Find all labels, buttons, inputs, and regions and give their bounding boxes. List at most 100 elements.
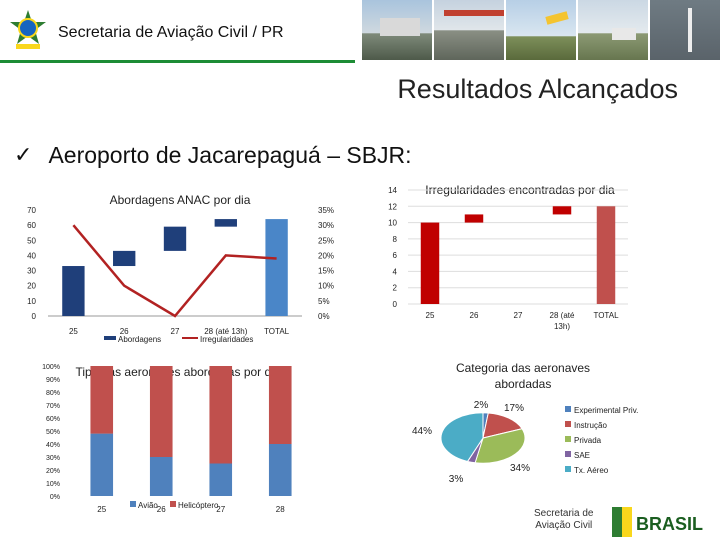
chart3-y-tick: 50% [46, 429, 60, 436]
chart4-slice-label: 44% [412, 426, 432, 437]
chart4-slice [482, 412, 523, 439]
photo-runway [650, 0, 720, 60]
chart3-y-tick: 90% [46, 377, 60, 384]
chart3-bar-segment [90, 433, 114, 496]
footer-line-2: Aviação Civil [535, 520, 593, 531]
header: Secretaria de Aviação Civil / PR [0, 0, 720, 63]
chart2-y-tick: 4 [393, 267, 398, 276]
chart1-yright-tick: 30% [318, 221, 334, 230]
chart4-slice-label: 17% [504, 403, 524, 414]
chart3-bar-segment [209, 463, 233, 496]
chart1-x-tick: 25 [69, 327, 78, 336]
chart4-slice [440, 412, 484, 462]
chart4-legend-label: Privada [574, 436, 602, 445]
brasil-logo: BRASIL [612, 505, 716, 539]
chart3-bar-segment [268, 366, 292, 444]
chart2-x-tick: TOTAL [593, 311, 619, 320]
chart4-slice-label: 2% [474, 400, 489, 411]
footer-text: Secretaria de Aviação Civil [534, 508, 593, 532]
chart1-x-tick: 26 [120, 327, 129, 336]
brasil-coat-of-arms-icon [10, 10, 46, 49]
chart3-legend-label-aviao: Avião [138, 501, 158, 510]
chart3-y-tick: 20% [46, 468, 60, 475]
chart4-title-line2: abordadas [495, 377, 552, 391]
chart3-x-tick: 25 [97, 505, 106, 514]
chart2-bar [464, 214, 484, 223]
chart3-bar-segment [149, 366, 173, 457]
chart3-y-tick: 30% [46, 455, 60, 462]
chart2-y-tick: 8 [393, 235, 398, 244]
chart3-x-tick: 26 [157, 505, 166, 514]
photo-marker [578, 0, 648, 60]
chart2-y-tick: 2 [393, 284, 398, 293]
chart4-title-line1: Categoria das aeronaves [456, 361, 590, 375]
chart1-bar [214, 219, 237, 227]
chart1-yright-tick: 5% [318, 297, 330, 306]
chart4-legend-label: Instrução [574, 421, 607, 430]
chart2-bar [596, 206, 616, 304]
chart1-yright-tick: 20% [318, 251, 334, 260]
chart1-title: Abordagens ANAC por dia [110, 193, 251, 207]
chart3-y-tick: 40% [46, 442, 60, 449]
chart3-y-tick: 80% [46, 390, 60, 397]
chart3-bar-segment [268, 444, 292, 496]
chart2-y-tick: 14 [388, 186, 397, 195]
chart1-yleft-tick: 40 [27, 251, 36, 260]
chart1-legend-swatch-abordagens [104, 336, 116, 340]
chart4-legend-label: Experimental Priv. [574, 406, 638, 415]
bullet-heading: ✓ Aeroporto de Jacarepaguá – SBJR: [14, 142, 412, 169]
chart1-bar [163, 226, 187, 251]
chart3-bar-segment [149, 457, 173, 496]
chart3-legend-label-heli: Helicóptero [178, 501, 219, 510]
chart1-yright-tick: 25% [318, 236, 334, 245]
chart2-x-tick: 26 [470, 311, 479, 320]
chart2-bar [552, 206, 572, 215]
chart3-legend-swatch-aviao [130, 501, 136, 507]
chart4-slice-label: 3% [449, 474, 464, 485]
header-band: Secretaria de Aviação Civil / PR [0, 0, 355, 63]
chart4-slice [482, 412, 489, 439]
chart2-x-tick: 28 (até [550, 311, 575, 320]
chart4-slice-label: 34% [510, 463, 530, 474]
chart3-bar-segment [209, 366, 233, 464]
chart4-legend-swatch [565, 421, 571, 427]
chart1-bar [62, 266, 85, 316]
photo-terminal [362, 0, 432, 60]
chart2-y-tick: 10 [388, 219, 397, 228]
chart1-yleft-tick: 60 [27, 221, 36, 230]
chart2-x-tick-line2: 13h) [554, 322, 570, 331]
chart1-line-series [72, 224, 277, 318]
chart3-bar-segment [90, 366, 114, 434]
chart3-y-tick: 100% [42, 364, 60, 371]
chart2-y-tick: 12 [388, 202, 397, 211]
bullet-text: Aeroporto de Jacarepaguá – SBJR: [48, 142, 412, 168]
chart3-y-tick: 0% [50, 494, 60, 501]
chart1-x-tick: 28 (até 13h) [204, 327, 247, 336]
chart2-title: Irregularidades encontradas por dia [425, 183, 615, 197]
photo-hangar [434, 0, 504, 60]
chart1-yleft-tick: 0 [32, 312, 37, 321]
chart1-yleft-tick: 50 [27, 236, 36, 245]
chart1-x-tick: TOTAL [264, 327, 290, 336]
chart4-legend-swatch [565, 436, 571, 442]
chart1-yleft-tick: 20 [27, 282, 36, 291]
photo-windsock [506, 0, 576, 60]
chart4-legend-swatch [565, 406, 571, 412]
chart1-bar [265, 219, 288, 316]
chart4-legend-label: Tx. Aéreo [574, 466, 609, 475]
chart4-slice [466, 437, 484, 464]
chart2-bar [420, 222, 440, 304]
chart3-x-tick: 27 [216, 505, 225, 514]
chart1-yright-tick: 15% [318, 267, 334, 276]
chart4-legend-label: SAE [574, 451, 590, 460]
chart1-x-tick: 27 [171, 327, 180, 336]
chart3-y-tick: 70% [46, 403, 60, 410]
chart1-legend-label-abordagens: Abordagens [118, 335, 161, 344]
chart1-yleft-tick: 10 [27, 297, 36, 306]
header-title: Secretaria de Aviação Civil / PR [58, 24, 284, 41]
chart3-legend-swatch-heli [170, 501, 176, 507]
footer-line-1: Secretaria de [534, 508, 594, 519]
chart1-yright-tick: 35% [318, 206, 334, 215]
chart4-legend-swatch [565, 466, 571, 472]
chart1-bar [113, 250, 136, 267]
